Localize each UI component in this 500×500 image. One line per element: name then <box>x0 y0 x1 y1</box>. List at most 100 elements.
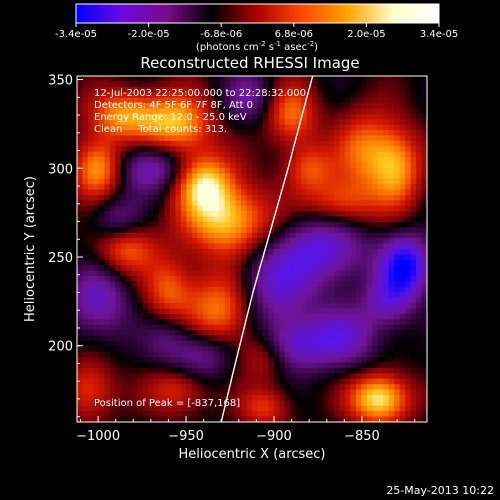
heatmap-cell <box>213 178 220 185</box>
heatmap-cell <box>142 281 149 288</box>
heatmap-cell <box>399 238 406 245</box>
heatmap-cell <box>273 330 280 337</box>
heatmap-cell <box>191 211 198 218</box>
heatmap-cell <box>186 184 193 191</box>
heatmap-cell <box>372 146 379 153</box>
heatmap-cell <box>87 97 95 104</box>
heatmap-cell <box>355 357 362 364</box>
heatmap-cell <box>148 346 155 353</box>
heatmap-cell <box>399 167 406 174</box>
heatmap-cell <box>383 232 390 239</box>
heatmap-cell <box>197 249 204 256</box>
heatmap-cell <box>115 259 122 266</box>
heatmap-cell <box>93 227 100 234</box>
heatmap-cell <box>137 319 144 326</box>
heatmap-cell <box>394 335 401 342</box>
heatmap-cell <box>339 184 346 191</box>
heatmap-cell <box>290 103 297 110</box>
heatmap-cell <box>317 86 324 93</box>
heatmap-cell <box>148 221 155 228</box>
heatmap-cell <box>148 113 155 120</box>
heatmap-cell <box>159 157 166 164</box>
heatmap-cell <box>120 319 127 326</box>
heatmap-cell <box>312 254 319 261</box>
heatmap-cell <box>87 276 95 283</box>
heatmap-cell <box>361 394 368 401</box>
heatmap-cell <box>268 162 275 169</box>
heatmap-cell <box>361 281 368 288</box>
heatmap-cell <box>334 351 341 358</box>
heatmap-cell <box>180 205 187 212</box>
heatmap-cell <box>366 367 373 374</box>
heatmap-cell <box>339 238 346 245</box>
heatmap-cell <box>279 330 286 337</box>
heatmap-cell <box>142 367 149 374</box>
heatmap-cell <box>416 286 423 293</box>
heatmap-cell <box>350 416 357 422</box>
heatmap-cell <box>350 108 357 115</box>
heatmap-cell <box>213 362 220 369</box>
heatmap-cell <box>131 221 138 228</box>
heatmap-cell <box>191 265 198 272</box>
heatmap-cell <box>153 119 160 126</box>
y-tick-label: 200 <box>48 340 73 355</box>
heatmap-cell <box>213 130 220 137</box>
heatmap-cell <box>361 276 368 283</box>
heatmap-cell <box>169 135 177 142</box>
heatmap-cell <box>197 411 204 418</box>
heatmap-cell <box>208 400 215 407</box>
heatmap-cell <box>339 200 346 207</box>
heatmap-cell <box>394 211 401 218</box>
heatmap-cell <box>142 405 149 412</box>
heatmap-cell <box>98 330 105 337</box>
heatmap-cell <box>323 384 330 391</box>
heatmap-cell <box>235 216 242 223</box>
heatmap-cell <box>410 113 417 120</box>
heatmap-cell <box>82 254 89 261</box>
heatmap-cell <box>180 292 187 299</box>
heatmap-cell <box>301 119 308 126</box>
heatmap-cell <box>394 346 401 353</box>
heatmap-cell <box>142 389 149 396</box>
heatmap-cell <box>339 157 346 164</box>
heatmap-cell <box>405 86 412 93</box>
heatmap-cell <box>421 146 427 153</box>
heatmap-cell <box>372 405 379 412</box>
heatmap-cell <box>186 254 193 261</box>
heatmap-cell <box>87 232 95 239</box>
heatmap-cell <box>115 216 122 223</box>
heatmap-cell <box>344 378 352 385</box>
heatmap-cell <box>241 292 248 299</box>
heatmap-cell <box>252 367 259 374</box>
heatmap-cell <box>115 92 122 99</box>
heatmap-cell <box>366 200 373 207</box>
heatmap-cell <box>257 124 264 131</box>
heatmap-cell <box>388 389 395 396</box>
heatmap-cell <box>98 357 105 364</box>
heatmap-cell <box>246 259 253 266</box>
heatmap-cell <box>410 135 417 142</box>
heatmap-cell <box>334 281 341 288</box>
heatmap-cell <box>153 232 160 239</box>
heatmap-cell <box>208 270 215 277</box>
heatmap-cell <box>137 124 144 131</box>
heatmap-cell <box>317 357 324 364</box>
heatmap-cell <box>388 211 395 218</box>
heatmap-cell <box>246 416 253 422</box>
heatmap-cell <box>120 411 127 418</box>
heatmap-cell <box>213 205 220 212</box>
heatmap-cell <box>312 324 319 331</box>
heatmap-cell <box>208 330 215 337</box>
heatmap-cell <box>306 151 313 158</box>
heatmap-cell <box>252 254 259 261</box>
heatmap-cell <box>344 103 352 110</box>
heatmap-cell <box>334 394 341 401</box>
heatmap-cell <box>388 130 395 137</box>
heatmap-cell <box>366 346 373 353</box>
heatmap-cell <box>82 324 89 331</box>
heatmap-cell <box>317 308 324 315</box>
heatmap-cell <box>279 270 286 277</box>
heatmap-cell <box>339 249 346 256</box>
heatmap-cell <box>405 281 412 288</box>
heatmap-cell <box>279 400 286 407</box>
